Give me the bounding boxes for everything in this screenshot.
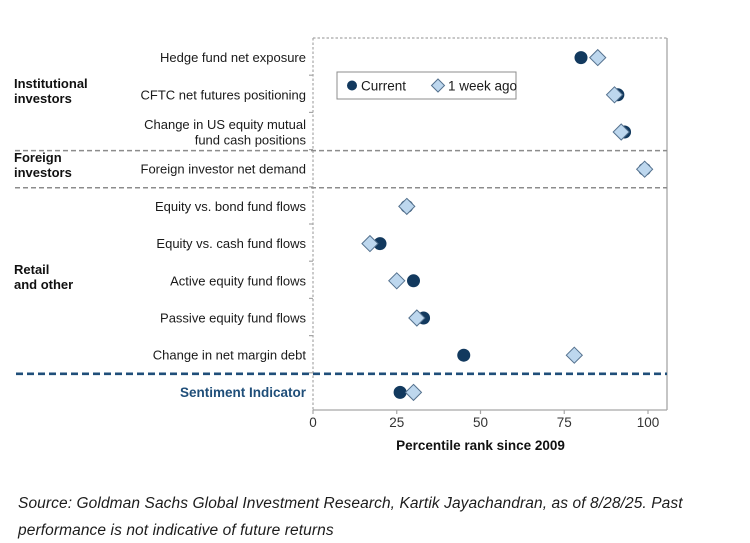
x-tick-label: 0 xyxy=(309,415,317,430)
row-label: Passive equity fund flows xyxy=(160,311,306,326)
row-label-sentiment-indicator: Sentiment Indicator xyxy=(180,385,307,400)
row-label: Equity vs. bond fund flows xyxy=(155,199,307,214)
group-label: investors xyxy=(14,91,72,106)
group-label: investors xyxy=(14,165,72,180)
x-tick-label: 50 xyxy=(473,415,488,430)
legend-week-ago-label: 1 week ago xyxy=(448,79,517,94)
point-week-ago xyxy=(612,123,630,141)
sentiment-chart: 0 25 50 75 100 Percentile rank since 2009 Hedg… xyxy=(14,37,668,453)
x-tick-label: 75 xyxy=(557,415,572,430)
point-week-ago xyxy=(635,160,654,178)
point-current xyxy=(407,274,420,288)
row-label: Hedge fund net exposure xyxy=(160,50,306,65)
row-label: Change in US equity mutual xyxy=(144,117,306,132)
sentiment-chart-svg: 0 25 50 75 100 Percentile rank since 2009 Hedg… xyxy=(14,37,668,453)
legend-current-label: Current xyxy=(361,79,406,94)
group-label: Foreign xyxy=(14,150,62,165)
point-week-ago xyxy=(388,272,406,290)
x-tick-label: 25 xyxy=(389,415,404,430)
group-label: Retail xyxy=(14,262,49,277)
row-label: fund cash positions xyxy=(195,132,307,147)
x-tick-label: 100 xyxy=(637,415,660,430)
row-label: Change in net margin debt xyxy=(153,348,307,363)
legend-current-marker-icon xyxy=(347,80,357,91)
point-week-ago xyxy=(408,309,426,327)
legend-box xyxy=(336,71,517,100)
row-label: CFTC net futures positioning xyxy=(141,87,306,102)
point-week-ago xyxy=(589,48,607,67)
row-label: Active equity fund flows xyxy=(170,273,306,288)
point-current xyxy=(574,51,588,65)
row-label: Equity vs. cash fund flows xyxy=(156,236,306,251)
point-week-ago xyxy=(361,234,379,253)
source-note: Source: Goldman Sachs Global Investment … xyxy=(18,494,683,540)
row-label: Foreign investor net demand xyxy=(141,162,306,177)
point-current xyxy=(457,348,471,362)
point-current xyxy=(373,237,387,251)
group-label: Institutional xyxy=(14,76,88,91)
x-axis-title: Percentile rank since 2009 xyxy=(396,438,565,453)
point-week-ago xyxy=(605,86,624,104)
point-week-ago xyxy=(398,197,416,216)
legend-week-ago-marker-icon xyxy=(430,78,446,93)
group-label: and other xyxy=(14,277,73,292)
point-current xyxy=(393,385,407,399)
point-week-ago xyxy=(404,383,423,402)
point-week-ago xyxy=(565,346,584,364)
